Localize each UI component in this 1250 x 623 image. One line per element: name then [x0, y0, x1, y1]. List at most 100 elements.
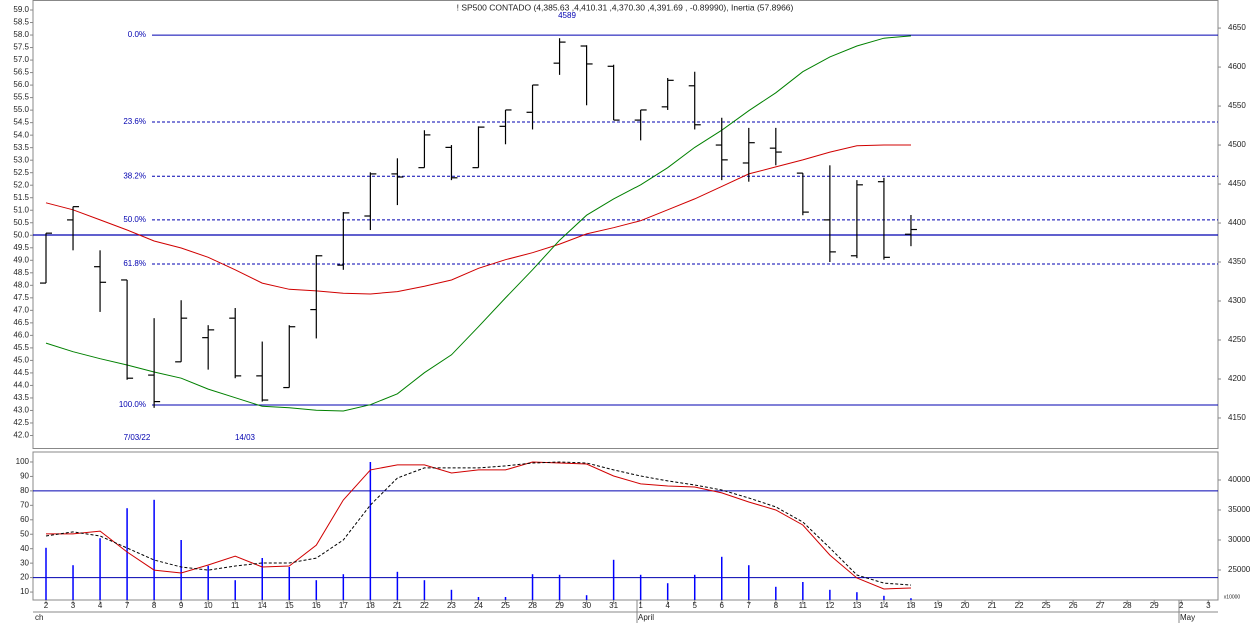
volume-bar	[99, 538, 101, 600]
x-tick-label: 23	[447, 601, 456, 610]
y-tick-label: 40	[20, 544, 29, 553]
volume-bar	[342, 574, 345, 600]
volume-bar	[666, 583, 669, 600]
x-tick-label: 14	[879, 601, 888, 610]
fibonacci-label: 61.8%	[123, 259, 146, 268]
volume-bar	[477, 597, 480, 600]
y-tick-label: 55.5	[13, 93, 29, 102]
y2-tick-label: 4250	[1228, 335, 1246, 344]
x-tick-label: 25	[1042, 601, 1051, 610]
x-tick-label: 4	[665, 601, 670, 610]
y-tick-label: 56.0	[13, 80, 29, 89]
x-tick-label: 16	[312, 601, 321, 610]
y-tick-label: 51.0	[13, 205, 29, 214]
y-tick-label: 52.0	[13, 180, 29, 189]
x-tick-label: 29	[555, 601, 564, 610]
lower-panel-frame	[32, 451, 1219, 601]
volume-bar	[612, 559, 615, 600]
x-tick-label: 22	[420, 601, 429, 610]
y-tick-label: 80	[20, 486, 29, 495]
x-tick-label: 14	[258, 601, 267, 610]
volume-bar	[585, 595, 588, 600]
x-tick-label: 13	[852, 601, 861, 610]
y-tick-label: 54.5	[13, 118, 29, 127]
volume-bar	[261, 558, 263, 600]
y-tick-label: 48.5	[13, 268, 29, 277]
volume-bar	[883, 595, 885, 600]
x-tick-label: 24	[474, 601, 483, 610]
volume-bar	[153, 499, 155, 600]
x-tick-label: 28	[528, 601, 537, 610]
y2-tick-label: 4200	[1228, 374, 1246, 383]
y-tick-label: 90	[20, 472, 29, 481]
y-tick-label: 56.5	[13, 68, 29, 77]
x-tick-label: 27	[1096, 601, 1105, 610]
y-tick-label: 45.5	[13, 343, 29, 352]
y-tick-label: 42.5	[13, 418, 29, 427]
y-tick-label: 60	[20, 515, 29, 524]
volume-bar	[775, 586, 777, 600]
y-tick-label: 46.0	[13, 330, 29, 339]
volume-bar	[558, 574, 561, 600]
x-tick-label: 11	[231, 601, 240, 610]
y-tick-label: 50.5	[13, 218, 29, 227]
volume-bar	[234, 580, 236, 600]
x-tick-label: 8	[152, 601, 157, 610]
x-tick-label: 3	[1206, 601, 1211, 610]
x-tick-label: 28	[1123, 601, 1132, 610]
y-tick-label: 52.5	[13, 168, 29, 177]
y-tick-label: 48.0	[13, 280, 29, 289]
x-tick-label: 9	[179, 601, 184, 610]
fibonacci-label: 50.0%	[123, 215, 146, 224]
y-tick-label: 43.5	[13, 393, 29, 402]
y-tick-label: 57.0	[13, 55, 29, 64]
x-tick-label: 10	[204, 601, 213, 610]
fibonacci-label: 100.0%	[119, 400, 146, 409]
volume-bar	[180, 540, 182, 600]
y2-tick-label: 4300	[1228, 296, 1246, 305]
y2-tick-label: 4150	[1228, 413, 1246, 422]
y-tick-label: 49.5	[13, 243, 29, 252]
volume-bar	[72, 565, 74, 600]
x-tick-label: 4	[98, 601, 103, 610]
y-tick-label: 42.0	[13, 431, 29, 440]
x-tick-label: 31	[609, 601, 618, 610]
volume-bar	[450, 589, 453, 600]
fibonacci-label: 0.0%	[128, 30, 146, 39]
y-tick-label: 43.0	[13, 406, 29, 415]
x-tick-label: 2	[1179, 601, 1184, 610]
indicator-line	[45, 144, 911, 295]
y2-tick-label: 40000	[1228, 475, 1250, 484]
main-panel-frame	[32, 0, 1219, 449]
y-tick-label: 45.0	[13, 356, 29, 365]
volume-unit: x10000	[1224, 594, 1241, 600]
y2-tick-label: 25000	[1228, 565, 1250, 574]
annotation: 14/03	[235, 433, 256, 442]
volume-bar	[910, 598, 912, 600]
volume-bar	[639, 574, 642, 600]
volume-bar	[531, 574, 534, 600]
y-tick-label: 49.0	[13, 255, 29, 264]
volume-bar	[693, 574, 696, 600]
y2-tick-label: 4500	[1228, 140, 1246, 149]
x-tick-label: 7	[747, 601, 752, 610]
annotation: 7/03/22	[124, 433, 151, 442]
x-tick-label: 1	[638, 601, 643, 610]
volume-bar	[423, 580, 426, 600]
volume-bar	[802, 582, 804, 600]
x-tick-label: 19	[934, 601, 943, 610]
volume-bar	[748, 565, 750, 600]
x-tick-label: 12	[825, 601, 834, 610]
month-label: April	[638, 613, 654, 622]
fibonacci-label: 23.6%	[123, 117, 146, 126]
y-tick-label: 47.5	[13, 293, 29, 302]
x-tick-label: 3	[71, 601, 76, 610]
y-tick-label: 58.5	[13, 18, 29, 27]
y2-tick-label: 4350	[1228, 257, 1246, 266]
volume-bar	[721, 556, 723, 600]
indicator-line	[45, 461, 912, 586]
indicator-line	[46, 461, 912, 590]
y-tick-label: 44.5	[13, 368, 29, 377]
volume-bar	[207, 565, 209, 600]
